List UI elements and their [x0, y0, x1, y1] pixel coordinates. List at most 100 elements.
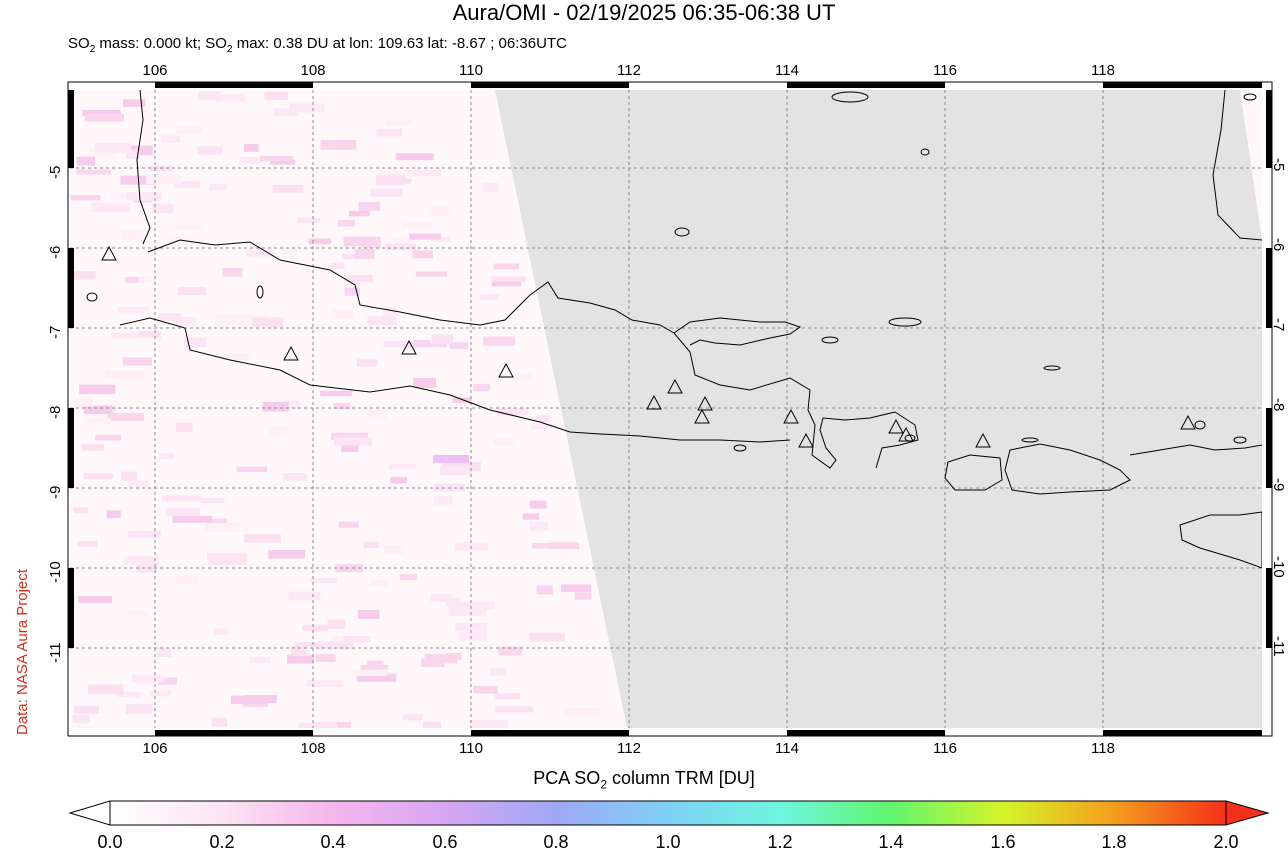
so2-pixel: [117, 306, 149, 313]
so2-pixel: [399, 574, 418, 581]
so2-pixel: [209, 183, 227, 191]
so2-pixel: [252, 317, 284, 327]
frame-bar-bottom: [471, 730, 629, 736]
so2-pixel: [282, 473, 307, 481]
so2-pixel: [529, 632, 565, 642]
so2-pixel: [412, 250, 433, 259]
so2-pixel: [298, 722, 338, 728]
so2-pixel: [445, 597, 461, 606]
so2-pixel: [246, 249, 274, 257]
so2-pixel: [318, 641, 354, 650]
so2-pixel: [270, 159, 296, 165]
colorbar-tick-label: 1.0: [655, 832, 681, 852]
frame-bar-bottom: [787, 730, 945, 736]
so2-pixel: [172, 516, 212, 523]
frame-bar-left: [68, 568, 74, 648]
lat-label-left: -6: [47, 245, 64, 259]
so2-pixel: [78, 596, 113, 604]
so2-pixel: [344, 274, 373, 283]
so2-pixel: [430, 206, 452, 216]
so2-pixel: [388, 179, 412, 185]
so2-pixel: [496, 408, 529, 416]
coastline-borneo: [1212, 90, 1262, 241]
so2-pixel: [236, 466, 267, 473]
so2-pixel: [315, 654, 336, 663]
so2-pixel: [168, 236, 194, 247]
so2-pixel: [243, 534, 281, 543]
coastline-sumbawa: [1004, 443, 1131, 495]
so2-pixel: [349, 210, 370, 217]
so2-pixel: [211, 717, 228, 727]
so2-pixel: [94, 143, 132, 153]
so2-pixel: [77, 727, 93, 728]
so2-pixel: [495, 706, 534, 713]
so2-pixel: [376, 128, 403, 137]
so2-pixel: [122, 357, 152, 366]
lat-label-left: -9: [47, 485, 64, 499]
frame-bar-right: [1266, 90, 1272, 168]
lat-label-left: -8: [47, 405, 64, 419]
so2-pixel: [289, 103, 325, 113]
so2-pixel: [158, 677, 178, 685]
so2-pixel: [491, 280, 522, 287]
so2-pixel: [358, 201, 381, 211]
so2-pixel: [149, 690, 172, 697]
so2-pixel: [493, 438, 514, 446]
coastline-islet: [1194, 420, 1206, 430]
so2-pixel: [95, 434, 122, 441]
so2-pixel: [157, 647, 172, 657]
so2-pixel: [330, 262, 345, 269]
so2-pixel: [222, 268, 243, 277]
lon-label-top: 118: [1091, 62, 1115, 79]
so2-pixel: [176, 223, 202, 231]
so2-pixel: [390, 476, 408, 484]
so2-pixel: [493, 263, 519, 270]
coastline-islet: [1021, 437, 1039, 443]
lat-label-left: -5: [47, 165, 64, 179]
coastline-islet: [256, 285, 264, 299]
so2-pixel: [158, 313, 181, 321]
so2-pixel: [549, 542, 580, 549]
so2-pixel: [337, 219, 355, 227]
so2-pixel: [491, 276, 526, 282]
coastline-islet: [1043, 365, 1061, 371]
so2-pixel: [76, 541, 98, 547]
so2-pixel: [158, 453, 175, 460]
lat-label-right: -8: [1270, 398, 1287, 412]
so2-pixel: [124, 276, 142, 283]
so2-pixel: [70, 195, 101, 201]
so2-pixel: [430, 594, 452, 602]
colorbar-tick-label: 1.8: [1101, 832, 1127, 852]
so2-pixel: [268, 550, 306, 559]
volcano-icon: [101, 245, 117, 261]
so2-pixel: [285, 400, 300, 409]
so2-pixel: [357, 609, 380, 619]
so2-pixel: [137, 331, 162, 338]
lon-label-top: 106: [142, 62, 168, 79]
so2-pixel: [87, 684, 124, 695]
lon-label-top: 112: [617, 62, 641, 79]
so2-pixel: [385, 119, 413, 126]
so2-pixel: [124, 556, 159, 565]
so2-pixel: [136, 564, 158, 573]
so2-pixel: [126, 611, 149, 617]
so2-pixel: [214, 315, 233, 325]
map-subtitle: SO2 mass: 0.000 kt; SO2 max: 0.38 DU at …: [68, 35, 567, 55]
lon-label-top: 116: [933, 62, 957, 79]
so2-pixel: [327, 619, 346, 630]
so2-pixel: [264, 91, 288, 100]
colorbar-gradient: [109, 800, 1227, 826]
so2-pixel: [529, 521, 549, 531]
so2-pixel-max: [433, 455, 469, 463]
so2-pixel: [409, 233, 442, 240]
so2-pixel: [536, 585, 553, 595]
no-data-region: [495, 90, 1262, 728]
so2-pixel: [128, 145, 153, 156]
map-title: Aura/OMI - 02/19/2025 06:35-06:38 UT: [452, 0, 836, 25]
volcano-icon: [667, 378, 683, 394]
frame-bar-top: [471, 82, 629, 88]
so2-pixel: [415, 271, 447, 277]
so2-pixel: [175, 575, 199, 584]
lon-label-top: 114: [775, 62, 799, 79]
so2-pixel: [495, 693, 520, 699]
